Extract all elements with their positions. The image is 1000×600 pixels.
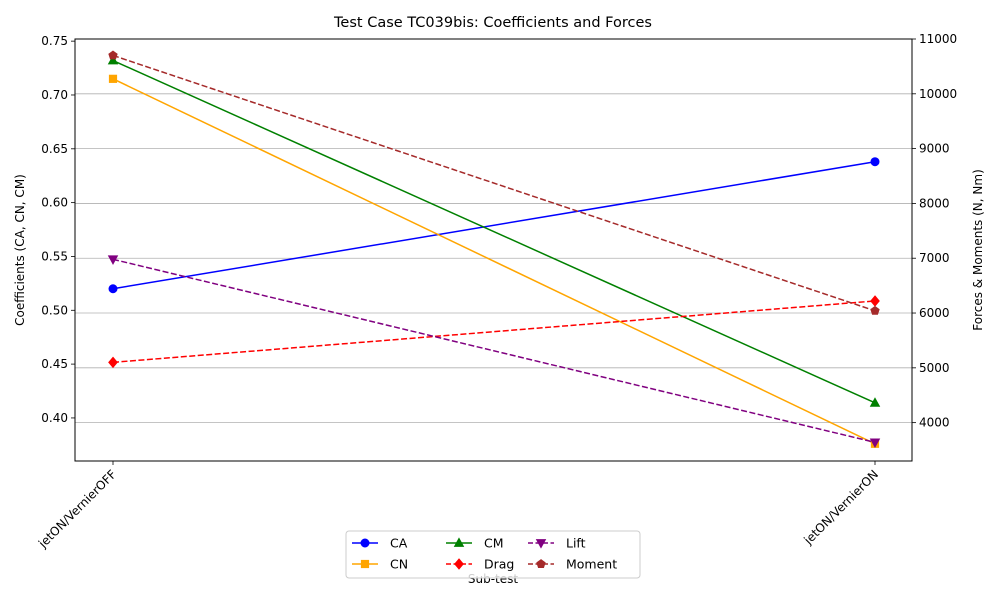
y-left-tick-label: 0.50 bbox=[41, 303, 68, 317]
data-point-lift bbox=[107, 255, 119, 265]
legend-box bbox=[345, 530, 641, 579]
series-ca bbox=[108, 157, 880, 294]
data-point-ca bbox=[108, 284, 118, 294]
legend-label: CN bbox=[390, 557, 408, 572]
data-point-moment bbox=[870, 305, 880, 315]
series-line-drag bbox=[112, 300, 876, 364]
legend-marker bbox=[360, 538, 370, 548]
series-moment bbox=[108, 50, 880, 315]
plot-frame bbox=[74, 38, 913, 462]
legend-label: CA bbox=[390, 536, 408, 551]
legend: CA CN CM Drag Lift Moment bbox=[345, 530, 641, 579]
y-right-tick-label: 10000 bbox=[919, 87, 957, 101]
series-line-moment bbox=[112, 54, 876, 312]
series-cn bbox=[108, 74, 880, 448]
data-point-moment bbox=[108, 50, 118, 60]
y-left-tick-label: 0.55 bbox=[41, 249, 68, 263]
legend-label: CM bbox=[484, 536, 504, 551]
series-line-ca bbox=[112, 160, 876, 290]
x-tick-label: jetON/VernierON bbox=[801, 467, 882, 548]
y-axis-right-title: Forces & Moments (N, Nm) bbox=[971, 169, 985, 330]
series-line-cm bbox=[112, 59, 876, 404]
data-point-drag bbox=[870, 295, 880, 307]
y-left-tick-label: 0.75 bbox=[41, 34, 68, 48]
grid-layer bbox=[75, 38, 912, 424]
y-right-tick-label: 6000 bbox=[919, 306, 950, 320]
series-cm bbox=[107, 54, 881, 407]
legend-item-cm: CM bbox=[446, 536, 504, 551]
x-tick-label: jetON/VernierOFF bbox=[35, 467, 119, 551]
legend-marker bbox=[360, 559, 370, 569]
legend-item-moment: Moment bbox=[528, 557, 617, 572]
legend-label: Moment bbox=[566, 557, 617, 572]
chart-title: Test Case TC039bis: Coefficients and For… bbox=[333, 15, 652, 31]
series-drag bbox=[108, 295, 880, 369]
y-right-tick-label: 7000 bbox=[919, 251, 950, 265]
data-point-cn bbox=[108, 74, 118, 83]
series-line-cn bbox=[112, 78, 876, 445]
y-right-tick-label: 11000 bbox=[919, 32, 957, 46]
y-left-tick-label: 0.40 bbox=[41, 411, 68, 425]
data-point-drag bbox=[108, 356, 118, 369]
y-right-tick-label: 9000 bbox=[919, 142, 950, 156]
legend-item-lift: Lift bbox=[528, 536, 586, 551]
y-left-tick-label: 0.45 bbox=[41, 357, 68, 371]
legend-marker bbox=[535, 539, 547, 549]
legend-item-ca: CA bbox=[352, 536, 408, 551]
legend-item-drag: Drag bbox=[446, 557, 514, 572]
data-point-ca bbox=[870, 157, 880, 167]
data-point-lift bbox=[869, 438, 881, 449]
y-right-tick-label: 5000 bbox=[919, 361, 950, 375]
series-layer bbox=[107, 50, 881, 449]
legend-marker bbox=[453, 537, 465, 547]
legend-item-cn: CN bbox=[352, 557, 408, 572]
legend-marker bbox=[454, 558, 464, 570]
y-right-tick-label: 4000 bbox=[919, 416, 950, 430]
y-axis-left-title: Coefficients (CA, CN, CM) bbox=[13, 174, 27, 326]
legend-label: Drag bbox=[484, 557, 514, 572]
data-point-cm bbox=[869, 397, 881, 407]
series-line-lift bbox=[112, 258, 876, 444]
y-left-tick-label: 0.60 bbox=[41, 196, 68, 210]
data-point-cm bbox=[107, 54, 119, 65]
y-left-tick-label: 0.70 bbox=[41, 88, 68, 102]
legend-marker bbox=[536, 559, 546, 568]
legend-label: Lift bbox=[566, 536, 586, 551]
series-lift bbox=[107, 255, 881, 449]
y-right-tick-label: 8000 bbox=[919, 196, 950, 210]
y-left-tick-label: 0.65 bbox=[41, 142, 68, 156]
